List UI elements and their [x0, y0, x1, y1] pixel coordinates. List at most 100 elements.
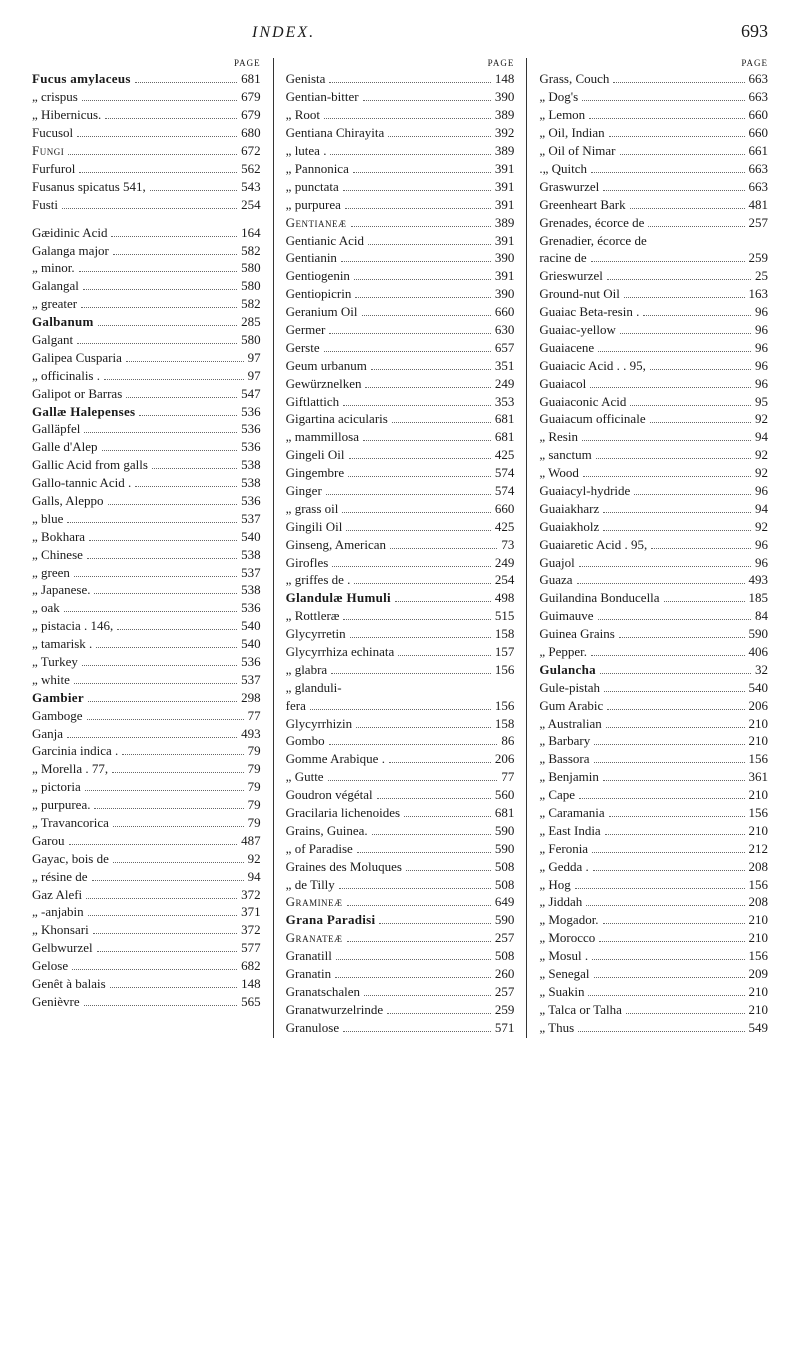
entry-term: „ Travancorica [32, 815, 109, 832]
entry-term: Gum Arabic [539, 698, 603, 715]
index-entry: „ mammillosa681 [286, 429, 515, 446]
entry-page: 97 [248, 368, 261, 385]
entry-term: „ Japanese. [32, 582, 90, 599]
index-entry: Gule-pistah540 [539, 680, 768, 697]
index-entry: „ of Paradise590 [286, 841, 515, 858]
entry-dots [579, 789, 744, 799]
entry-dots [84, 996, 238, 1006]
index-entry: Goudron végétal560 [286, 787, 515, 804]
entry-dots [74, 673, 237, 683]
index-entry: „ purpurea.79 [32, 797, 261, 814]
entry-page: 353 [495, 394, 515, 411]
entry-dots [620, 324, 751, 334]
index-entry: Grana Paradisi590 [286, 912, 515, 929]
index-entry: „ Khonsari372 [32, 922, 261, 939]
entry-term: Gentianeæ [286, 215, 347, 232]
entry-term: „ Root [286, 107, 320, 124]
entry-term: Grains, Guinea. [286, 823, 368, 840]
entry-dots [343, 395, 491, 405]
entry-dots [613, 73, 744, 83]
index-entry: Gum Arabic 206 [539, 698, 768, 715]
entry-page: 536 [241, 404, 261, 421]
page-header: INDEX. 693 [32, 20, 768, 44]
entry-term: Garcinia indica . [32, 743, 118, 760]
index-entry: „ Talca or Talha210 [539, 1002, 768, 1019]
entry-dots [353, 163, 491, 173]
entry-dots [591, 646, 745, 656]
index-entry: Glycyrrhizin158 [286, 716, 515, 733]
index-entry: Gallic Acid from galls538 [32, 457, 261, 474]
index-entry: Fungi672 [32, 143, 261, 160]
index-entry: „ Suakin210 [539, 984, 768, 1001]
entry-term: Galgant [32, 332, 73, 349]
entry-page: 498 [495, 590, 515, 607]
entry-term: Guaiaretic Acid . 95, [539, 537, 647, 554]
entry-term: Gaz Alefi [32, 887, 82, 904]
entry-dots [345, 198, 491, 208]
entry-term: Fusanus spicatus 541, [32, 179, 146, 196]
index-entry: Guimauve84 [539, 608, 768, 625]
entry-dots [588, 986, 744, 996]
index-entry: „ tamarisk .540 [32, 636, 261, 653]
index-entry: Gayac, bois de92 [32, 851, 261, 868]
entry-term: „ griffes de . [286, 572, 351, 589]
index-entry: „ Bassora156 [539, 751, 768, 768]
index-entry: Gambier298 [32, 690, 261, 707]
entry-term: „ glanduli- [286, 680, 342, 697]
entry-term: „ punctata [286, 179, 339, 196]
entry-term: Guimauve [539, 608, 593, 625]
entry-term: „ Turkey [32, 654, 78, 671]
entry-dots [329, 73, 490, 83]
index-entry: Gentian-bitter390 [286, 89, 515, 106]
index-entry: „ Senegal209 [539, 966, 768, 983]
index-entry: „ pistacia . 146,540 [32, 618, 261, 635]
index-entry: Glandulæ Humuli498 [286, 590, 515, 607]
index-entry: Genièvre565 [32, 994, 261, 1011]
index-entry: Guaiakharz94 [539, 501, 768, 518]
entry-dots [102, 441, 238, 451]
entry-page: 77 [501, 769, 514, 786]
entry-term: Gracilaria lichenoides [286, 805, 400, 822]
index-entry: Guaza493 [539, 572, 768, 589]
index-entry: Guilandina Bonducella185 [539, 590, 768, 607]
entry-page: 515 [495, 608, 515, 625]
entry-dots [607, 270, 751, 280]
entry-dots [626, 1003, 745, 1013]
entry-term: Gewürznelken [286, 376, 362, 393]
entry-page: 390 [495, 286, 515, 303]
entry-term: „ mammillosa [286, 429, 359, 446]
index-entry: Gulancha32 [539, 662, 768, 679]
entry-term: Garou [32, 833, 65, 850]
entry-dots [389, 753, 491, 763]
entry-page: 580 [241, 260, 261, 277]
entry-term: „ tamarisk . [32, 636, 92, 653]
entry-term: „ Oil, Indian [539, 125, 604, 142]
entry-page: 157 [495, 644, 515, 661]
entry-dots [343, 180, 491, 190]
index-entry: Granatwurzelrinde259 [286, 1002, 515, 1019]
index-entry: Gomme Arabique .206 [286, 751, 515, 768]
entry-dots [331, 663, 491, 673]
entry-dots [336, 950, 491, 960]
index-entry: Gentiopicrin390 [286, 286, 515, 303]
entry-dots [79, 262, 238, 272]
entry-term: Guaiacyl-hydride [539, 483, 630, 500]
index-entry: Gaz Alefi372 [32, 887, 261, 904]
entry-dots [594, 968, 745, 978]
entry-term: racine de [539, 250, 586, 267]
entry-term: „ Pannonica [286, 161, 349, 178]
entry-dots [575, 878, 745, 888]
index-entry: „ sanctum92 [539, 447, 768, 464]
entry-term: „ sanctum [539, 447, 591, 464]
index-entry: „ -anjabin371 [32, 904, 261, 921]
entry-dots [67, 727, 237, 737]
entry-page: 32 [755, 662, 768, 679]
index-entry: Giftlattich353 [286, 394, 515, 411]
entry-page: 580 [241, 332, 261, 349]
entry-page: 206 [749, 698, 769, 715]
index-entry: „ Gutte77 [286, 769, 515, 786]
index-entry: „ East India210 [539, 823, 768, 840]
entry-dots [346, 520, 490, 530]
entry-term: Galbanum [32, 314, 94, 331]
entry-term: Grana Paradisi [286, 912, 376, 929]
